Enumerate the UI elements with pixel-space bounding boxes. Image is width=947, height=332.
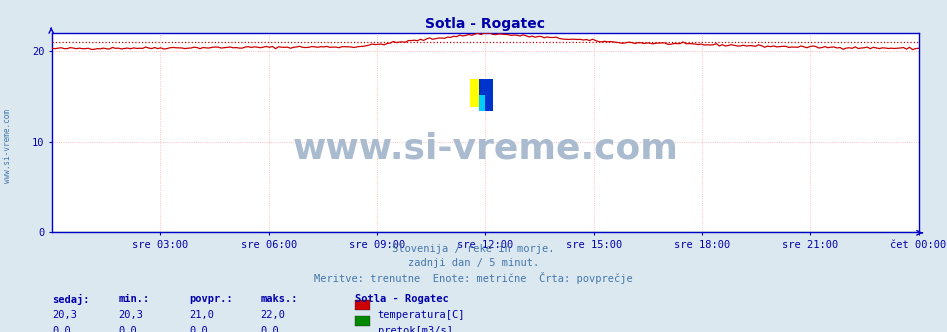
Text: Sotla - Rogatec: Sotla - Rogatec — [355, 294, 449, 304]
Text: www.si-vreme.com: www.si-vreme.com — [293, 132, 678, 166]
Text: povpr.:: povpr.: — [189, 294, 233, 304]
Text: Slovenija / reke in morje.: Slovenija / reke in morje. — [392, 244, 555, 254]
Text: 20,3: 20,3 — [118, 310, 143, 320]
Text: Meritve: trenutne  Enote: metrične  Črta: povprečje: Meritve: trenutne Enote: metrične Črta: … — [314, 272, 633, 284]
Text: zadnji dan / 5 minut.: zadnji dan / 5 minut. — [408, 258, 539, 268]
Text: 21,0: 21,0 — [189, 310, 214, 320]
FancyBboxPatch shape — [479, 95, 486, 111]
Text: min.:: min.: — [118, 294, 150, 304]
Text: www.si-vreme.com: www.si-vreme.com — [3, 109, 12, 183]
Text: 0,0: 0,0 — [118, 326, 137, 332]
Text: temperatura[C]: temperatura[C] — [378, 310, 465, 320]
Title: Sotla - Rogatec: Sotla - Rogatec — [425, 17, 545, 31]
FancyBboxPatch shape — [479, 79, 493, 111]
Text: 0,0: 0,0 — [189, 326, 208, 332]
Text: 22,0: 22,0 — [260, 310, 285, 320]
Text: 20,3: 20,3 — [52, 310, 77, 320]
FancyBboxPatch shape — [470, 79, 484, 107]
Text: maks.:: maks.: — [260, 294, 298, 304]
Text: 0,0: 0,0 — [52, 326, 71, 332]
Text: pretok[m3/s]: pretok[m3/s] — [378, 326, 453, 332]
Text: sedaj:: sedaj: — [52, 294, 90, 305]
Text: 0,0: 0,0 — [260, 326, 279, 332]
